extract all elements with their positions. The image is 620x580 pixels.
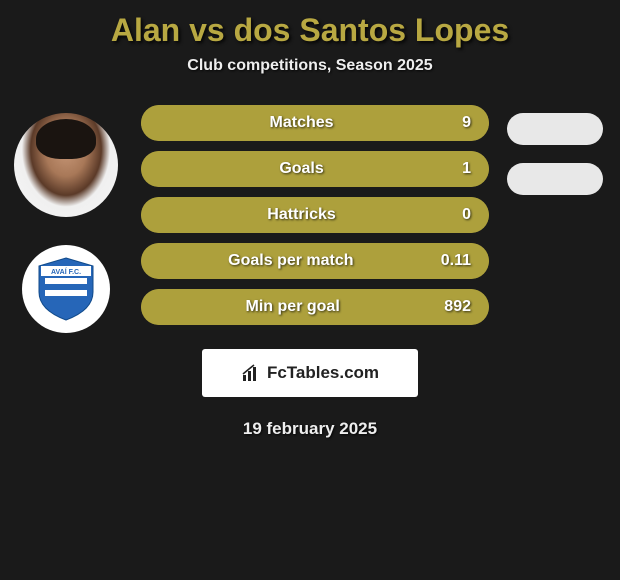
stat-label: Min per goal bbox=[141, 298, 444, 316]
content-row: AVAÍ F.C. Matches 9 Goals 1 Hattricks 0 bbox=[0, 105, 620, 333]
stats-column: Matches 9 Goals 1 Hattricks 0 Goals per … bbox=[123, 105, 497, 325]
stat-value: 9 bbox=[462, 114, 471, 132]
chart-icon bbox=[241, 363, 261, 383]
stat-value: 1 bbox=[462, 160, 471, 178]
stat-bar-hattricks: Hattricks 0 bbox=[141, 197, 489, 233]
club-logo-text: AVAÍ F.C. bbox=[50, 267, 80, 276]
right-column bbox=[497, 105, 612, 195]
stat-bar-mpg: Min per goal 892 bbox=[141, 289, 489, 325]
subtitle: Club competitions, Season 2025 bbox=[0, 57, 620, 75]
stat-bar-matches: Matches 9 bbox=[141, 105, 489, 141]
stat-bar-gpm: Goals per match 0.11 bbox=[141, 243, 489, 279]
club-shield-icon: AVAÍ F.C. bbox=[31, 254, 101, 324]
left-column: AVAÍ F.C. bbox=[8, 105, 123, 333]
stat-label: Hattricks bbox=[141, 206, 462, 224]
stat-label: Matches bbox=[141, 114, 462, 132]
date-text: 19 february 2025 bbox=[0, 419, 620, 439]
brand-box: FcTables.com bbox=[202, 349, 418, 397]
stat-value: 892 bbox=[444, 298, 471, 316]
stat-label: Goals per match bbox=[141, 252, 441, 270]
stat-value: 0.11 bbox=[441, 252, 471, 270]
club-logo: AVAÍ F.C. bbox=[22, 245, 110, 333]
brand-label: FcTables.com bbox=[267, 363, 379, 383]
page-title: Alan vs dos Santos Lopes bbox=[0, 12, 620, 49]
comparison-pill bbox=[507, 163, 603, 195]
stat-bar-goals: Goals 1 bbox=[141, 151, 489, 187]
stat-value: 0 bbox=[462, 206, 471, 224]
infographic-container: Alan vs dos Santos Lopes Club competitio… bbox=[0, 0, 620, 451]
stat-label: Goals bbox=[141, 160, 462, 178]
player-photo bbox=[14, 113, 118, 217]
comparison-pill bbox=[507, 113, 603, 145]
